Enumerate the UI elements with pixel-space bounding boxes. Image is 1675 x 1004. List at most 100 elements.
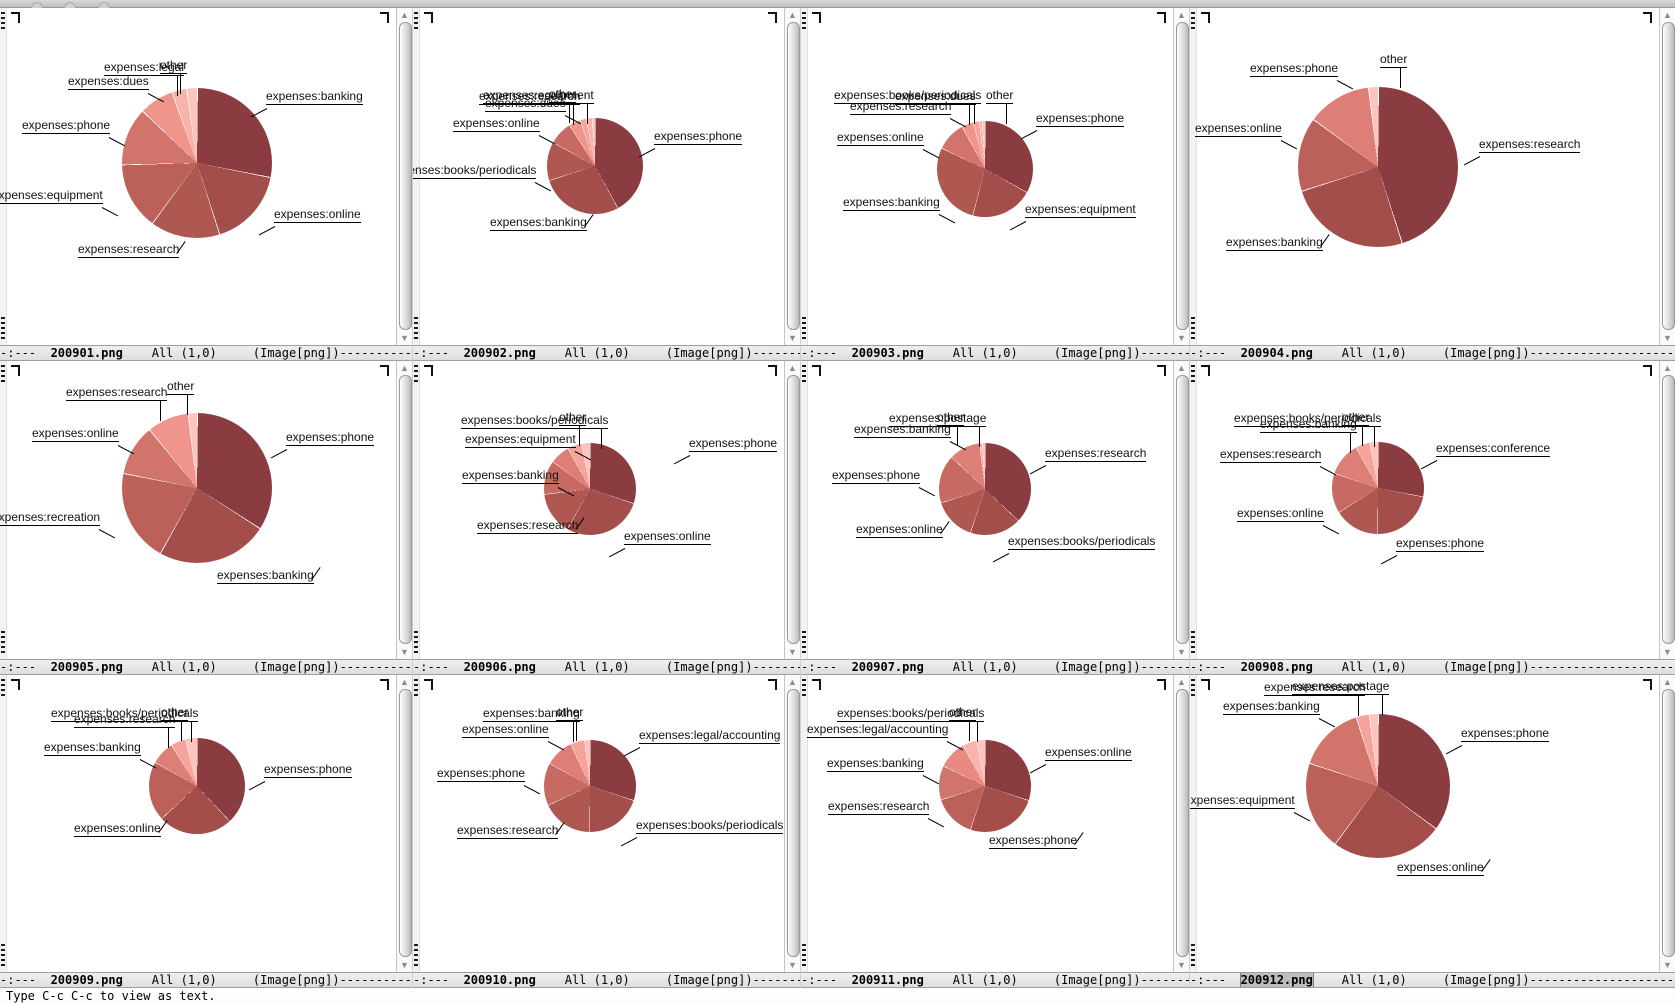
vertical-scrollbar[interactable]: ▲ ▼ xyxy=(784,675,800,972)
mode-line[interactable]: -:--- 200911.png All (1,0) (Image[png])-… xyxy=(801,972,1189,988)
vertical-scrollbar[interactable]: ▲ ▼ xyxy=(1173,8,1189,345)
scrollbar-thumb[interactable] xyxy=(398,689,412,957)
fringe xyxy=(801,675,808,972)
image-buffer[interactable]: ▲ ▼ expenses:postage other expenses:bankin… xyxy=(801,361,1189,659)
mode-line[interactable]: -:--- 200905.png All (1,0) (Image[png])-… xyxy=(0,659,412,675)
slice-label: expenses:banking xyxy=(217,568,314,584)
scroll-up-arrow-icon[interactable]: ▲ xyxy=(1663,10,1672,20)
slice-label: other xyxy=(559,410,587,446)
scroll-down-arrow-icon[interactable]: ▼ xyxy=(1177,647,1186,657)
scroll-down-arrow-icon[interactable]: ▼ xyxy=(1177,333,1186,343)
image-buffer[interactable]: ▲ ▼ other expenses:phone expenses:online ex… xyxy=(1190,8,1675,345)
slice-label: expenses:books/periodicals xyxy=(413,163,537,179)
mode-line[interactable]: -:--- 200903.png All (1,0) (Image[png])-… xyxy=(801,345,1189,361)
mode-line[interactable]: -:--- 200906.png All (1,0) (Image[png])-… xyxy=(413,659,800,675)
emacs-window: ▲ ▼ expenses:books/periodicals other expen… xyxy=(412,361,800,675)
image-buffer[interactable]: ▲ ▼ expenses:books/periodicals other expen… xyxy=(0,675,412,972)
scrollbar-thumb[interactable] xyxy=(1175,689,1189,957)
fringe xyxy=(0,675,7,972)
scroll-up-arrow-icon[interactable]: ▲ xyxy=(400,10,409,20)
vertical-scrollbar[interactable]: ▲ ▼ xyxy=(396,361,412,659)
fringe-continuation-marks xyxy=(1,631,5,655)
scroll-up-arrow-icon[interactable]: ▲ xyxy=(788,363,797,373)
emacs-window: ▲ ▼ expenses:books/periodicals other expen… xyxy=(800,675,1189,988)
image-buffer[interactable]: ▲ ▼ expenses:research other expenses:onlin… xyxy=(0,361,412,659)
scroll-up-arrow-icon[interactable]: ▲ xyxy=(1177,363,1186,373)
image-buffer[interactable]: ▲ ▼ expenses:books/periodicals other expen… xyxy=(1190,361,1675,659)
vertical-scrollbar[interactable]: ▲ ▼ xyxy=(1659,8,1675,345)
scroll-down-arrow-icon[interactable]: ▼ xyxy=(400,960,409,970)
scroll-down-arrow-icon[interactable]: ▼ xyxy=(1663,333,1672,343)
scrollbar-thumb[interactable] xyxy=(1175,22,1189,330)
slice-label: expenses:books/periodicals xyxy=(1008,534,1156,550)
scrollbar-thumb[interactable] xyxy=(1175,375,1189,644)
vertical-scrollbar[interactable]: ▲ ▼ xyxy=(1173,361,1189,659)
image-corner-mark xyxy=(812,12,821,23)
mode-line[interactable]: -:--- 200904.png All (1,0) (Image[png])-… xyxy=(1190,345,1675,361)
fringe-continuation-marks xyxy=(414,679,418,697)
scroll-up-arrow-icon[interactable]: ▲ xyxy=(788,677,797,687)
scroll-up-arrow-icon[interactable]: ▲ xyxy=(400,363,409,373)
scrollbar-thumb[interactable] xyxy=(1661,22,1675,330)
image-buffer[interactable]: ▲ ▼ expenses:books/periodicals other expen… xyxy=(413,361,800,659)
scrollbar-thumb[interactable] xyxy=(398,375,412,644)
scrollbar-thumb[interactable] xyxy=(398,22,412,330)
fringe-continuation-marks xyxy=(1,679,5,697)
modeline-buffer-name: 200902.png xyxy=(463,346,536,360)
mode-line[interactable]: -:--- 200908.png All (1,0) (Image[png])-… xyxy=(1190,659,1675,675)
image-corner-mark xyxy=(1643,679,1652,690)
mode-line[interactable]: -:--- 200907.png All (1,0) (Image[png])-… xyxy=(801,659,1189,675)
mode-line[interactable]: -:--- 200902.png All (1,0) (Image[png])-… xyxy=(413,345,800,361)
vertical-scrollbar[interactable]: ▲ ▼ xyxy=(784,8,800,345)
slice-label: expenses:books/periodicals xyxy=(1234,411,1382,447)
image-buffer[interactable]: ▲ ▼ expenses:research expenses:equipment o… xyxy=(413,8,800,345)
image-buffer[interactable]: ▲ ▼ expenses:banking other expenses:online… xyxy=(413,675,800,972)
slice-label: expenses:online xyxy=(624,529,711,545)
scroll-up-arrow-icon[interactable]: ▲ xyxy=(1177,677,1186,687)
vertical-scrollbar[interactable]: ▲ ▼ xyxy=(1659,361,1675,659)
scrollbar-thumb[interactable] xyxy=(786,375,800,644)
image-buffer[interactable]: ▲ ▼ expenses:books/periodicals expenses:d… xyxy=(801,8,1189,345)
vertical-scrollbar[interactable]: ▲ ▼ xyxy=(1659,675,1675,972)
fringe-continuation-marks xyxy=(414,631,418,655)
vertical-scrollbar[interactable]: ▲ ▼ xyxy=(1173,675,1189,972)
emacs-window: ▲ ▼ expenses:banking other expenses:online… xyxy=(412,675,800,988)
scroll-up-arrow-icon[interactable]: ▲ xyxy=(400,677,409,687)
image-buffer[interactable]: ▲ ▼ expenses:legal other expenses:dues expe… xyxy=(0,8,412,345)
scroll-down-arrow-icon[interactable]: ▼ xyxy=(788,960,797,970)
slice-label: other xyxy=(556,705,584,741)
vertical-scrollbar[interactable]: ▲ ▼ xyxy=(784,361,800,659)
image-buffer[interactable]: ▲ ▼ expenses:research expenses:postage exp… xyxy=(1190,675,1675,972)
fringe-continuation-marks xyxy=(1191,944,1195,968)
scroll-down-arrow-icon[interactable]: ▼ xyxy=(1663,960,1672,970)
vertical-scrollbar[interactable]: ▲ ▼ xyxy=(396,8,412,345)
scroll-down-arrow-icon[interactable]: ▼ xyxy=(1177,960,1186,970)
window-titlebar[interactable] xyxy=(0,0,1675,14)
scroll-up-arrow-icon[interactable]: ▲ xyxy=(1177,10,1186,20)
mode-line[interactable]: -:--- 200909.png All (1,0) (Image[png])-… xyxy=(0,972,412,988)
scrollbar-thumb[interactable] xyxy=(786,22,800,330)
scroll-up-arrow-icon[interactable]: ▲ xyxy=(1663,677,1672,687)
scroll-down-arrow-icon[interactable]: ▼ xyxy=(400,647,409,657)
fringe-continuation-marks xyxy=(1191,317,1195,341)
scroll-down-arrow-icon[interactable]: ▼ xyxy=(788,333,797,343)
scroll-up-arrow-icon[interactable]: ▲ xyxy=(788,10,797,20)
mode-line[interactable]: -:--- 200901.png All (1,0) (Image[png])-… xyxy=(0,345,412,361)
mode-line[interactable]: -:--- 200912.png All (1,0) (Image[png])-… xyxy=(1190,972,1675,988)
scrollbar-thumb[interactable] xyxy=(1661,375,1675,644)
image-buffer[interactable]: ▲ ▼ expenses:books/periodicals other expen… xyxy=(801,675,1189,972)
slice-label: expenses:banking xyxy=(1223,699,1320,715)
scroll-down-arrow-icon[interactable]: ▼ xyxy=(1663,647,1672,657)
scroll-up-arrow-icon[interactable]: ▲ xyxy=(1663,363,1672,373)
slice-label: expenses:equipment xyxy=(1190,793,1295,809)
slice-label: expenses:research xyxy=(74,712,176,748)
scrollbar-thumb[interactable] xyxy=(1661,689,1675,957)
scrollbar-thumb[interactable] xyxy=(786,689,800,957)
scroll-down-arrow-icon[interactable]: ▼ xyxy=(788,647,797,657)
scroll-down-arrow-icon[interactable]: ▼ xyxy=(400,333,409,343)
vertical-scrollbar[interactable]: ▲ ▼ xyxy=(396,675,412,972)
fringe-continuation-marks xyxy=(1,944,5,968)
image-corner-mark xyxy=(812,679,821,690)
mode-line[interactable]: -:--- 200910.png All (1,0) (Image[png])-… xyxy=(413,972,800,988)
fringe xyxy=(801,8,808,345)
